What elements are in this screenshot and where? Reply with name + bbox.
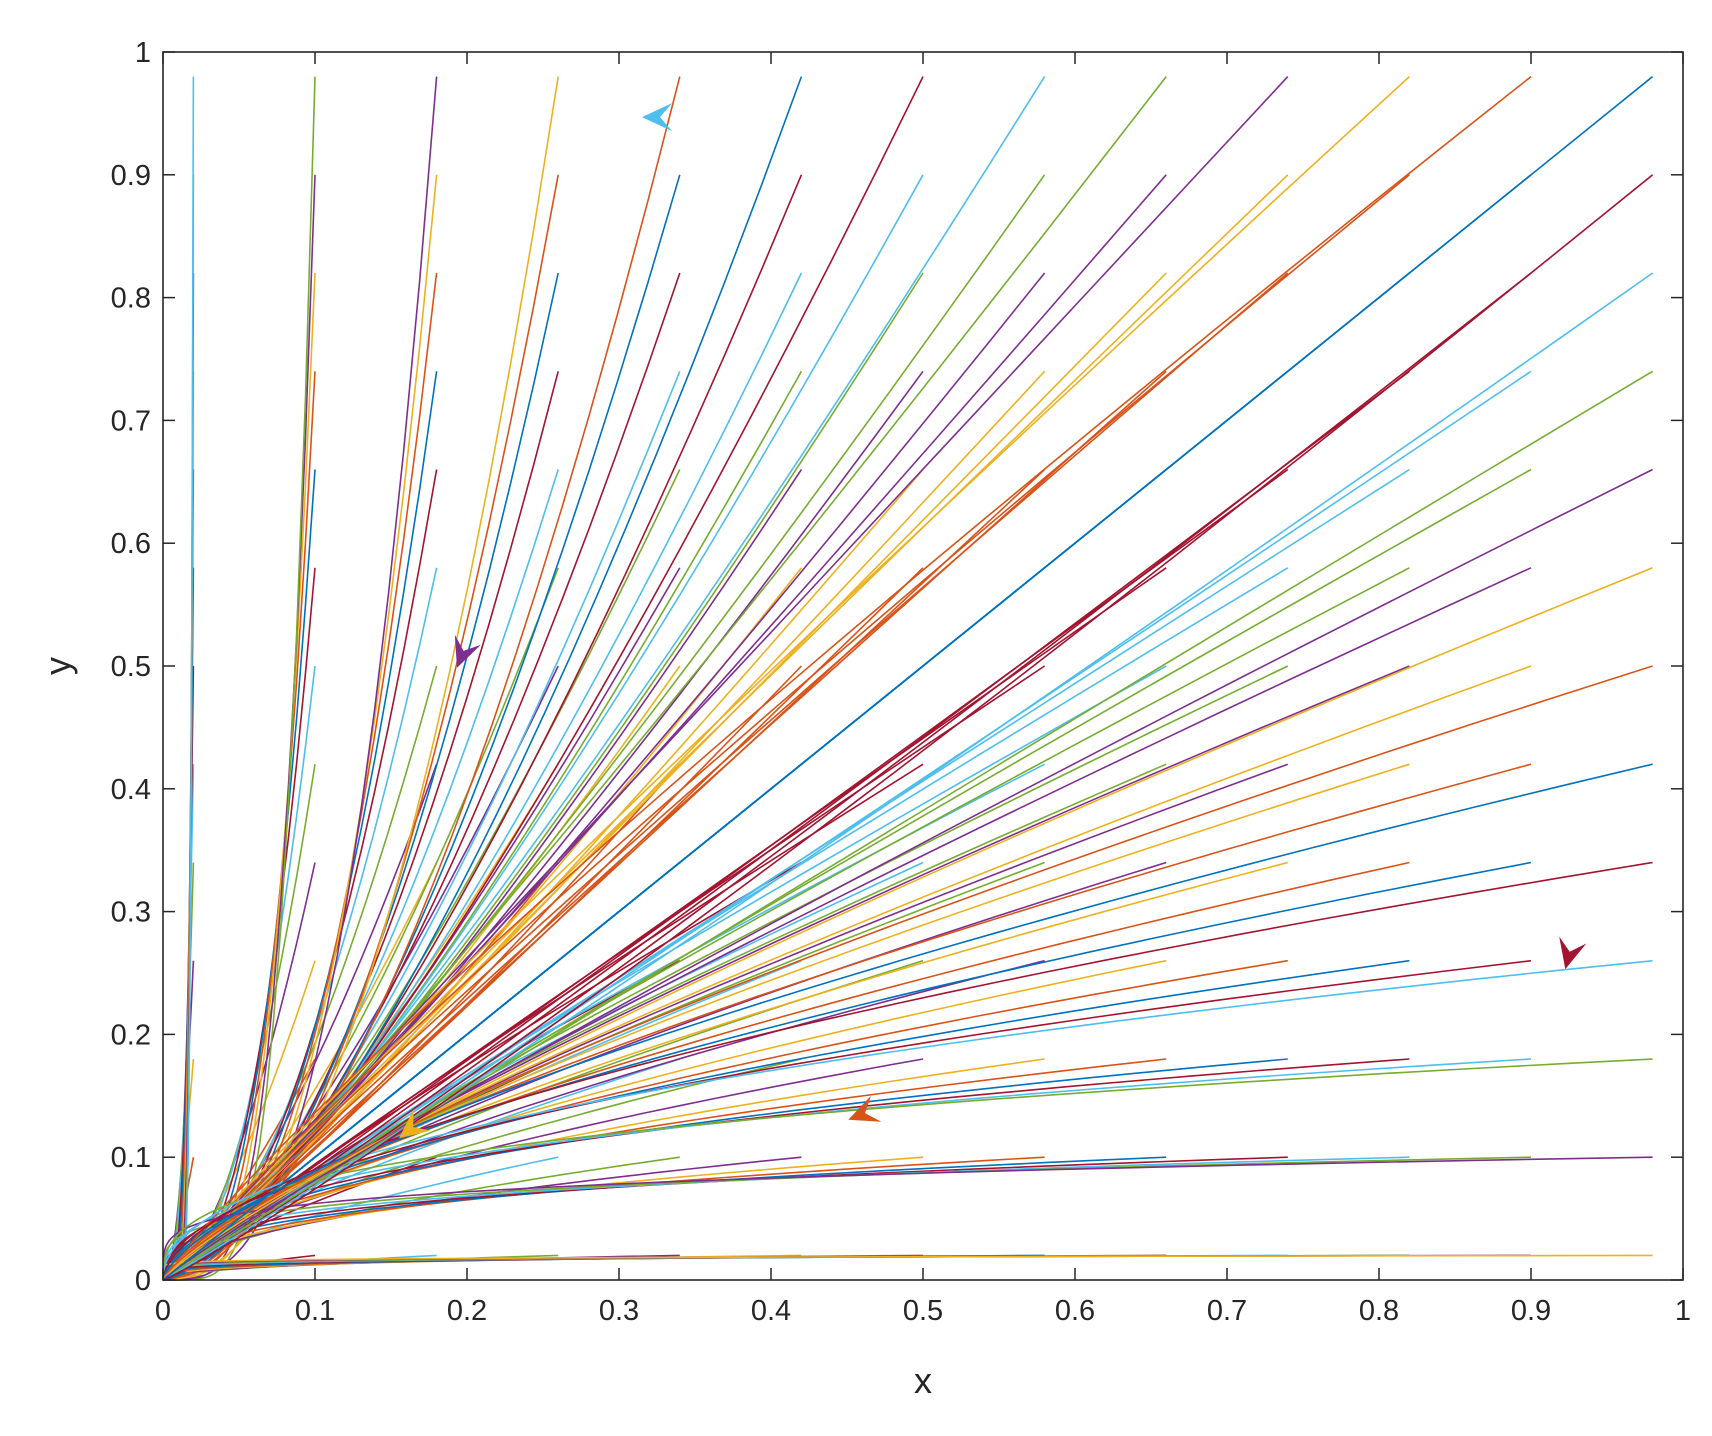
trajectory-line: [162, 75, 1654, 1281]
y-tick-label: 0.3: [111, 897, 151, 929]
y-tick-label: 0.7: [111, 405, 151, 437]
y-tick-label: 0: [135, 1265, 151, 1297]
y-tick-label: 0.1: [111, 1142, 151, 1174]
x-tick-label: 0.2: [447, 1295, 487, 1327]
trajectory-line: [162, 959, 1653, 1276]
trajectory-line: [162, 1156, 1653, 1261]
y-axis: 0 0.1 0.2 0.3 0.4 0.5 0.6 0.7 0.8 0.9 1: [111, 37, 1683, 1297]
y-axis-label: y: [37, 657, 78, 675]
x-tick-label: 0.3: [599, 1295, 639, 1327]
x-tick-label: 0.1: [295, 1295, 335, 1327]
y-tick-label: 0.5: [111, 651, 151, 683]
x-tick-label: 1: [1675, 1295, 1691, 1327]
y-tick-label: 0.2: [111, 1019, 151, 1051]
flow-arrowhead: [642, 103, 672, 132]
trajectory-line: [162, 861, 1653, 1278]
x-tick-label: 0.7: [1207, 1295, 1247, 1327]
flow-arrowhead: [1559, 936, 1587, 970]
x-tick-label: 0: [155, 1295, 171, 1327]
flow-arrowhead: [399, 1108, 432, 1139]
flow-arrowhead: [848, 1095, 882, 1122]
x-tick-label: 0.9: [1511, 1295, 1551, 1327]
trajectory-line: [162, 1058, 1653, 1270]
x-tick-label: 0.6: [1055, 1295, 1095, 1327]
y-tick-label: 0.4: [111, 774, 151, 806]
y-tick-label: 0.9: [111, 160, 151, 192]
y-tick-label: 0.8: [111, 283, 151, 315]
x-axis: 0 0.1 0.2 0.3 0.4 0.5 0.6 0.7 0.8 0.9 1: [155, 52, 1691, 1327]
y-tick-label: 1: [135, 37, 151, 69]
x-tick-label: 0.8: [1359, 1295, 1399, 1327]
flow-arrowhead: [454, 634, 481, 668]
x-tick-label: 0.5: [903, 1295, 943, 1327]
x-tick-label: 0.4: [751, 1295, 791, 1327]
x-axis-label: x: [914, 1360, 932, 1401]
y-tick-label: 0.6: [111, 528, 151, 560]
direction-arrows: [399, 103, 1587, 1139]
